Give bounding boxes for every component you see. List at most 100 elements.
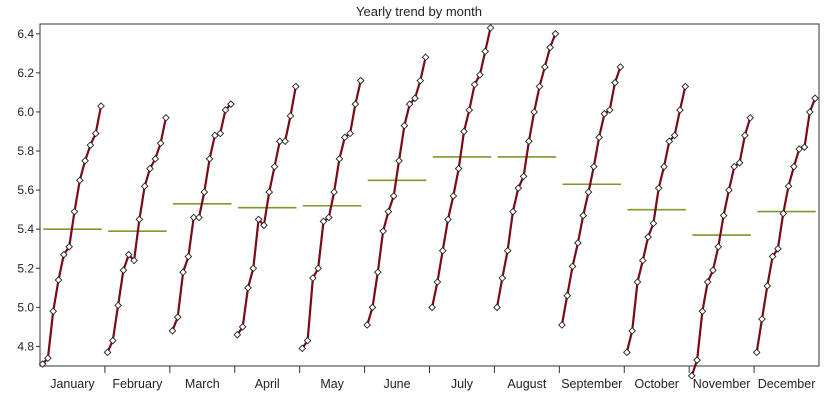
data-point-marker: [44, 354, 52, 363]
data-point-marker: [800, 143, 809, 151]
data-point-marker: [758, 315, 766, 323]
series-line: [106, 117, 167, 353]
data-point-marker: [421, 53, 430, 62]
data-point-marker: [195, 213, 203, 222]
data-point-marker: [605, 106, 614, 114]
data-point-marker: [623, 348, 631, 357]
series-line: [755, 97, 817, 353]
data-point-marker: [790, 162, 798, 171]
data-point-marker: [119, 266, 128, 275]
data-point-marker: [633, 278, 642, 286]
data-point-marker: [114, 301, 122, 310]
data-point-marker: [714, 242, 723, 251]
data-point-marker: [611, 78, 619, 87]
data-point-marker: [184, 252, 193, 261]
y-tick-label: 6.4: [17, 27, 34, 41]
data-point-marker: [411, 94, 419, 103]
data-point-marker: [746, 113, 755, 122]
x-category-label: November: [693, 377, 751, 391]
data-point-marker: [600, 110, 609, 118]
data-point-marker: [254, 215, 263, 224]
x-category-label: March: [185, 377, 220, 391]
data-point-marker: [162, 113, 170, 122]
data-point-marker: [476, 70, 484, 79]
y-tick-label: 5.0: [17, 300, 34, 314]
data-point-marker: [660, 162, 668, 171]
series-line: [690, 117, 752, 377]
data-point-marker: [135, 215, 144, 224]
data-point-marker: [574, 239, 582, 247]
data-point-marker: [433, 278, 442, 286]
data-point-marker: [244, 283, 252, 292]
data-point-marker: [460, 127, 468, 136]
data-point-marker: [670, 131, 679, 140]
data-point-marker: [363, 321, 372, 329]
data-point-marker: [449, 192, 458, 200]
data-point-marker: [49, 307, 58, 316]
data-point-marker: [151, 155, 160, 163]
y-tick-label: 5.8: [17, 144, 34, 158]
data-point-marker: [752, 348, 761, 357]
data-point-marker: [168, 326, 177, 335]
data-point-marker: [81, 156, 89, 165]
data-point-marker: [795, 145, 804, 153]
data-point-marker: [368, 303, 377, 312]
data-point-marker: [530, 108, 539, 116]
data-point-marker: [628, 326, 636, 335]
data-point-marker: [768, 252, 777, 261]
data-point-marker: [189, 213, 198, 222]
data-point-marker: [91, 129, 100, 138]
data-point-marker: [805, 108, 814, 116]
data-point-marker: [124, 250, 133, 259]
data-point-marker: [589, 162, 598, 171]
data-point-marker: [75, 176, 84, 185]
data-point-marker: [535, 82, 544, 91]
chart-title: Yearly trend by month: [356, 4, 482, 19]
data-point-marker: [200, 188, 209, 196]
y-tick-label: 6.0: [17, 105, 34, 119]
data-point-marker: [108, 336, 117, 345]
x-category-label: December: [758, 377, 816, 391]
data-point-marker: [498, 274, 507, 282]
series-line: [236, 86, 297, 336]
series-line: [301, 80, 362, 350]
data-point-marker: [481, 47, 490, 56]
series-line: [171, 103, 232, 332]
x-category-label: January: [50, 377, 95, 391]
data-point-marker: [525, 137, 533, 146]
data-point-marker: [551, 29, 560, 38]
data-point-marker: [303, 336, 312, 345]
data-point-marker: [558, 321, 566, 329]
data-point-marker: [763, 282, 772, 290]
data-point-marker: [709, 266, 717, 275]
data-point-marker: [486, 24, 495, 32]
data-point-marker: [54, 276, 63, 284]
data-point-marker: [811, 94, 819, 103]
data-point-marker: [103, 348, 112, 357]
data-point-marker: [395, 156, 403, 165]
data-point-marker: [579, 211, 588, 220]
data-point-marker: [340, 133, 349, 142]
data-point-marker: [719, 211, 728, 220]
data-point-marker: [97, 102, 105, 110]
data-point-marker: [373, 268, 382, 277]
series-line: [560, 66, 622, 326]
data-point-marker: [519, 172, 528, 181]
data-point-marker: [595, 133, 603, 142]
series-line: [495, 33, 557, 308]
data-point-marker: [568, 262, 577, 271]
data-point-marker: [503, 246, 512, 255]
x-category-label: June: [383, 377, 410, 391]
data-point-marker: [179, 268, 187, 277]
data-point-marker: [233, 330, 242, 339]
data-point-marker: [779, 209, 788, 218]
data-point-marker: [379, 227, 387, 235]
y-tick-label: 6.2: [17, 66, 34, 80]
data-point-marker: [130, 256, 138, 265]
data-point-marker: [584, 188, 593, 196]
data-point-marker: [65, 242, 73, 251]
data-point-marker: [249, 264, 258, 273]
data-point-marker: [260, 221, 268, 230]
data-point-marker: [493, 303, 501, 312]
data-point-marker: [687, 371, 696, 380]
